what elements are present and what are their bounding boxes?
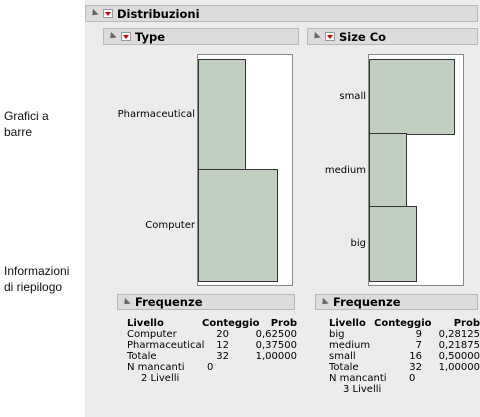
disclosure-triangle-icon[interactable] [89, 8, 99, 19]
levels-row: 2 Livelli [127, 373, 297, 384]
table-row: Pharmaceutical 12 0,37500 [127, 340, 297, 351]
levels-row: 3 Livelli [329, 384, 480, 395]
size-co-header[interactable]: Size Co [307, 28, 478, 45]
red-triangle-menu-icon[interactable] [325, 32, 335, 41]
cell-prob: 0,21875 [438, 340, 480, 351]
size-co-frequencies-table: Livello Conteggio Prob big 9 0,28125 med… [329, 318, 480, 395]
cell-livello: medium [329, 340, 371, 351]
missing-row: N mancanti 0 [329, 373, 480, 384]
bar-pharmaceutical [198, 59, 246, 172]
cell-count: 32 [409, 362, 422, 373]
size-co-frequenze-title: Frequenze [333, 295, 401, 309]
cell-prob: 0,62500 [255, 329, 297, 340]
table-row: Computer 20 0,62500 [127, 329, 297, 340]
missing-label: N mancanti [127, 362, 185, 373]
cell-livello: Totale [127, 351, 157, 362]
summary-info-annotation: Informazioni di riepilogo [4, 264, 70, 294]
cell-prob: 1,00000 [438, 362, 480, 373]
bar-computer [198, 169, 278, 282]
cell-livello: big [329, 329, 345, 340]
cell-livello: Totale [329, 362, 359, 373]
distributions-panel: Distribuzioni Type Pharmaceutical Comput… [85, 0, 480, 417]
table-header-row: Livello Conteggio Prob [127, 318, 297, 329]
type-bar-chart [197, 54, 293, 286]
red-triangle-menu-icon[interactable] [121, 32, 131, 41]
size-co-frequenze-header[interactable]: Frequenze [315, 294, 478, 310]
distribuzioni-title: Distribuzioni [117, 6, 200, 21]
col-livello: Livello [329, 318, 366, 329]
cell-prob: 0,50000 [438, 351, 480, 362]
bar-medium [369, 133, 407, 208]
col-prob: Prob [270, 318, 297, 329]
disclosure-triangle-icon[interactable] [107, 31, 117, 42]
col-prob: Prob [453, 318, 480, 329]
missing-row: N mancanti 0 [127, 362, 297, 373]
size-co-bar-chart [368, 54, 464, 286]
red-triangle-menu-icon[interactable] [103, 9, 113, 18]
cell-prob: 0,37500 [255, 340, 297, 351]
table-row: Totale 32 1,00000 [127, 351, 297, 362]
distribuzioni-header[interactable]: Distribuzioni [85, 5, 478, 22]
bar-small [369, 59, 455, 135]
category-label-small: small [339, 91, 366, 102]
disclosure-triangle-icon[interactable] [121, 297, 131, 307]
missing-value: 0 [409, 373, 416, 384]
table-header-row: Livello Conteggio Prob [329, 318, 480, 329]
type-frequenze-title: Frequenze [135, 295, 203, 309]
cell-prob: 0,28125 [438, 329, 480, 340]
cell-livello: small [329, 351, 356, 362]
type-title: Type [135, 29, 166, 44]
category-label-medium: medium [324, 165, 366, 176]
cell-livello: Computer [127, 329, 177, 340]
col-livello: Livello [127, 318, 164, 329]
bar-big [369, 206, 417, 282]
table-row: medium 7 0,21875 [329, 340, 480, 351]
type-frequenze-header[interactable]: Frequenze [117, 294, 295, 310]
disclosure-triangle-icon[interactable] [319, 297, 329, 307]
category-label-computer: Computer [145, 220, 195, 231]
category-label-pharmaceutical: Pharmaceutical [117, 109, 195, 120]
disclosure-triangle-icon[interactable] [311, 31, 321, 42]
type-frequencies-table: Livello Conteggio Prob Computer 20 0,625… [127, 318, 297, 384]
levels-count: 2 Livelli [141, 373, 180, 384]
cell-count: 16 [409, 351, 422, 362]
col-conteggio: Conteggio [374, 318, 432, 329]
cell-count: 32 [216, 351, 229, 362]
cell-count: 7 [415, 340, 422, 351]
table-row: Totale 32 1,00000 [329, 362, 480, 373]
cell-count: 9 [415, 329, 422, 340]
category-label-big: big [350, 238, 366, 249]
bar-charts-annotation: Grafici a barre [4, 109, 49, 139]
table-row: small 16 0,50000 [329, 351, 480, 362]
size-co-title: Size Co [339, 29, 387, 44]
type-header[interactable]: Type [103, 28, 299, 45]
missing-value: 0 [207, 362, 214, 373]
levels-count: 3 Livelli [343, 384, 382, 395]
col-conteggio: Conteggio [202, 318, 260, 329]
cell-count: 12 [216, 340, 229, 351]
missing-label: N mancanti [329, 373, 387, 384]
cell-livello: Pharmaceutical [127, 340, 205, 351]
cell-count: 20 [216, 329, 229, 340]
cell-prob: 1,00000 [255, 351, 297, 362]
table-row: big 9 0,28125 [329, 329, 480, 340]
